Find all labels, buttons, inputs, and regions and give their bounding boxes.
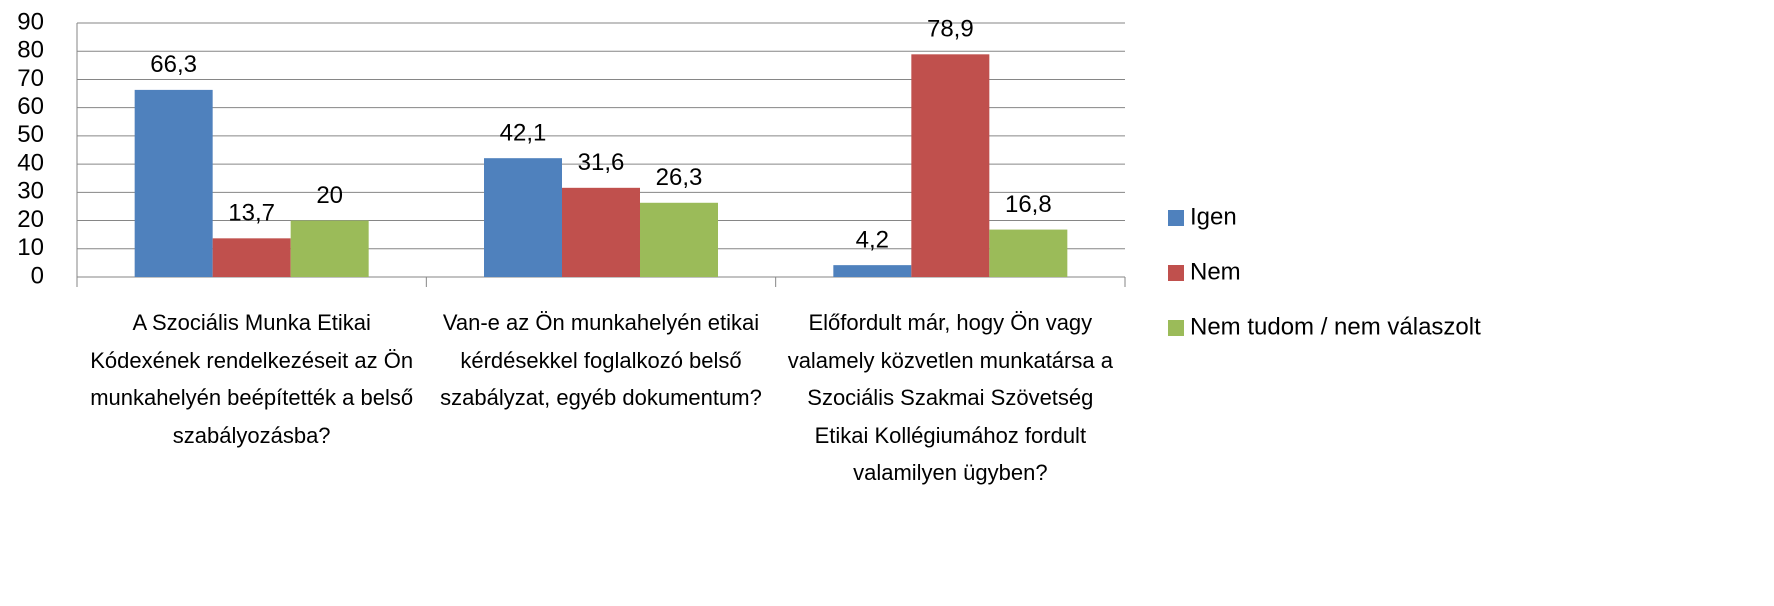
data-label: 78,9 — [927, 16, 974, 43]
data-label: 42,1 — [500, 120, 547, 147]
legend-swatch — [1168, 320, 1184, 336]
y-tick-label: 80 — [17, 37, 44, 64]
y-tick-label: 30 — [17, 178, 44, 205]
bar — [640, 202, 718, 277]
y-tick-label: 90 — [17, 8, 44, 35]
data-label: 20 — [316, 182, 343, 209]
data-label: 31,6 — [578, 149, 625, 176]
data-label: 16,8 — [1005, 191, 1052, 218]
y-tick-label: 20 — [17, 206, 44, 233]
bar — [989, 229, 1068, 277]
y-tick-label: 70 — [17, 65, 44, 92]
legend-swatch — [1168, 265, 1184, 281]
legend-swatch — [1168, 210, 1184, 226]
legend-label: Igen — [1190, 203, 1237, 230]
x-tick-label: Van-e az Ön munkahelyén etikai kérdésekk… — [440, 310, 762, 410]
bar — [212, 238, 291, 277]
bar — [562, 187, 640, 277]
y-tick-label: 40 — [17, 149, 44, 176]
y-tick-label: 60 — [17, 93, 44, 120]
data-label: 66,3 — [150, 51, 197, 78]
y-tick-label: 10 — [17, 234, 44, 261]
bar — [833, 265, 912, 277]
bar — [134, 89, 213, 278]
bar — [290, 220, 369, 277]
x-tick-label: A Szociális Munka Etikai Kódexének rende… — [90, 310, 414, 448]
data-label: 26,3 — [656, 164, 703, 191]
y-tick-label: 50 — [17, 121, 44, 148]
legend-label: Nem — [1190, 258, 1241, 285]
legend-label: Nem tudom / nem válaszolt — [1190, 313, 1481, 340]
y-tick-label: 0 — [31, 262, 44, 289]
data-label: 4,2 — [856, 226, 889, 253]
bar — [484, 158, 562, 277]
data-label: 13,7 — [228, 200, 275, 227]
x-tick-label: Előfordult már, hogy Ön vagy valamely kö… — [787, 310, 1113, 485]
bar — [911, 54, 990, 278]
